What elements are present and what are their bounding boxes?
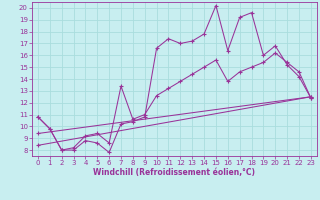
X-axis label: Windchill (Refroidissement éolien,°C): Windchill (Refroidissement éolien,°C)	[93, 168, 255, 177]
